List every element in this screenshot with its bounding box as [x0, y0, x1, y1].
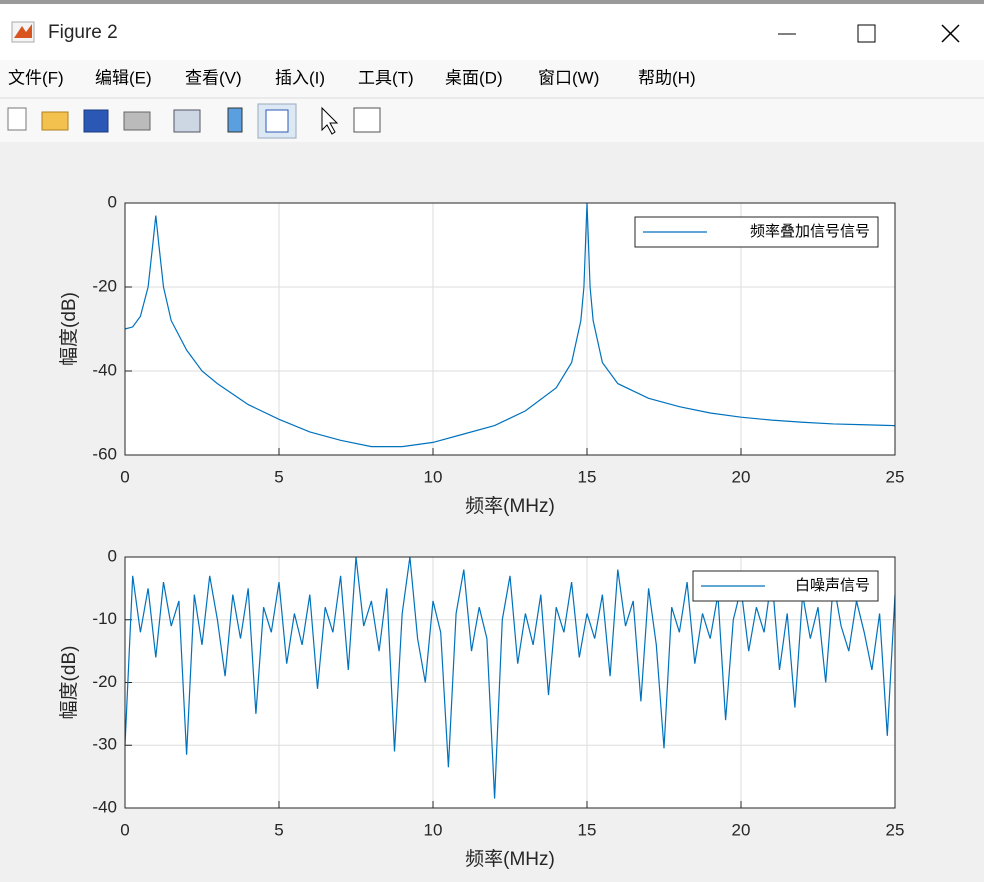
x-tick-label: 0 — [120, 467, 129, 486]
menu-item[interactable]: 文件(F) — [8, 68, 64, 87]
menu-item[interactable]: 编辑(E) — [95, 68, 152, 87]
axes-box — [124, 556, 896, 809]
window-title: Figure 2 — [48, 22, 118, 43]
menu-bar — [0, 60, 984, 98]
close-button[interactable] — [941, 24, 960, 43]
y-tick-label: -10 — [92, 609, 117, 628]
link-icon[interactable] — [173, 109, 201, 133]
save-icon[interactable] — [83, 109, 109, 133]
x-tick-label: 25 — [886, 820, 905, 839]
open-icon[interactable] — [41, 111, 69, 131]
y-axis-label: 幅度(dB) — [58, 646, 80, 720]
toolbar-icons — [7, 103, 381, 139]
y-tick-label: 0 — [108, 546, 117, 565]
data-line — [124, 202, 896, 448]
y-tick-label: -60 — [92, 444, 117, 463]
y-tick-label: -20 — [92, 672, 117, 691]
colorbar-icon[interactable] — [227, 107, 243, 133]
x-tick-label: 25 — [886, 467, 905, 486]
app-icon — [11, 21, 35, 43]
menu-item[interactable]: 工具(T) — [358, 68, 414, 87]
x-tick-label: 0 — [120, 820, 129, 839]
y-tick-label: 0 — [108, 192, 117, 211]
legend-label: 白噪声信号 — [795, 576, 870, 594]
maximize-button[interactable] — [857, 24, 876, 43]
x-tick-label: 5 — [274, 820, 283, 839]
x-tick-label: 10 — [424, 467, 443, 486]
x-tick-label: 15 — [578, 820, 597, 839]
menu-item[interactable]: 帮助(H) — [638, 68, 696, 87]
menu-item[interactable]: 桌面(D) — [445, 68, 503, 87]
x-tick-label: 5 — [274, 467, 283, 486]
data-line — [124, 556, 896, 799]
x-axis-label: 频率(MHz) — [465, 848, 555, 870]
x-axis-label: 频率(MHz) — [465, 495, 555, 517]
legend-label: 频率叠加信号信号 — [750, 223, 870, 240]
y-axis-label: 幅度(dB) — [58, 292, 80, 366]
title-bar — [0, 4, 984, 60]
window-border — [0, 0, 984, 4]
property-icon[interactable] — [353, 107, 381, 133]
y-tick-label: -40 — [92, 360, 117, 379]
axes-box — [124, 202, 896, 456]
new-icon[interactable] — [7, 107, 27, 131]
menu-item[interactable]: 窗口(W) — [538, 68, 599, 87]
print-icon[interactable] — [123, 111, 151, 131]
y-tick-label: -30 — [92, 735, 117, 754]
x-tick-label: 20 — [732, 820, 751, 839]
pointer-icon[interactable] — [321, 106, 339, 135]
y-tick-label: -40 — [92, 797, 117, 816]
menu-item[interactable]: 查看(V) — [185, 68, 242, 87]
legend-icon[interactable] — [265, 109, 289, 133]
x-tick-label: 20 — [732, 467, 751, 486]
charts: 0 5 10 15 20 25 -60 -40 -20 0 频率(MHz) 幅度(dB) 频率叠加信号信… — [58, 192, 904, 870]
x-tick-label: 15 — [578, 467, 597, 486]
menu-items: 文件(F) 编辑(E) 查看(V) 插入(I) 工具(T) 桌面(D) 窗口(W) 帮助(H) — [8, 68, 696, 87]
toolbar — [0, 98, 984, 142]
x-tick-label: 10 — [424, 820, 443, 839]
menu-item[interactable]: 插入(I) — [275, 68, 325, 87]
y-tick-label: -20 — [92, 276, 117, 295]
